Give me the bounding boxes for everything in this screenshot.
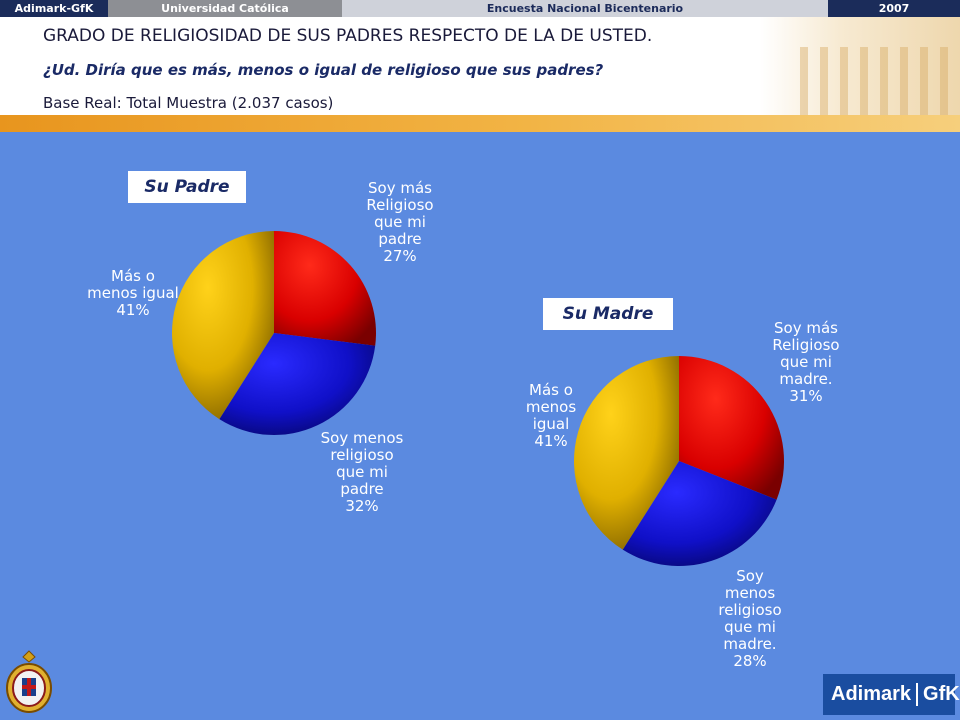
header (0, 17, 960, 117)
page-title: GRADO DE RELIGIOSIDAD DE SUS PADRES RESP… (43, 26, 653, 46)
survey-question: ¿Ud. Diría que es más, menos o igual de … (43, 61, 604, 79)
pie-slice-0-0 (274, 231, 376, 346)
pie-slice-1-1 (622, 461, 777, 566)
slice-label-padre-equal: Más o menos igual 41% (87, 267, 179, 319)
slice-label-madre-more: Soy más Religioso que mi madre. 31% (772, 319, 840, 405)
adimark-gfk-logo: Adimark GfK (823, 674, 960, 715)
slice-label-padre-more: Soy más Religioso que mi padre 27% (366, 179, 434, 265)
pie-slice-0-2 (172, 231, 274, 420)
sample-base: Base Real: Total Muestra (2.037 casos) (43, 94, 334, 112)
slice-label-padre-less: Soy menos religioso que mi padre 32% (320, 429, 404, 515)
pie-slice-1-2 (573, 356, 679, 550)
building-photo (760, 17, 960, 117)
pie-chart-padre (172, 231, 376, 435)
pie-slice-0-1 (219, 333, 376, 435)
slice-label-madre-less: Soy menos religioso que mi madre. 28% (718, 567, 782, 670)
university-crest-icon (6, 650, 52, 713)
chart-title-padre: Su Padre (128, 171, 246, 203)
topbar-brand: Adimark-GfK (0, 0, 108, 17)
pie-slice-1-0 (679, 356, 784, 500)
top-bar: Adimark-GfK Universidad Católica Encuest… (0, 0, 960, 17)
slice-label-madre-equal: Más o menos igual 41% (525, 381, 577, 450)
logo-left-text: Adimark (831, 683, 912, 705)
logo-right-text: GfK (916, 683, 960, 706)
topbar-university: Universidad Católica (108, 0, 342, 17)
chart-title-madre: Su Madre (543, 298, 673, 330)
topbar-survey: Encuesta Nacional Bicentenario (342, 0, 828, 17)
pie-chart-madre (573, 356, 784, 566)
topbar-year: 2007 (828, 0, 960, 17)
orange-stripe (0, 115, 960, 132)
